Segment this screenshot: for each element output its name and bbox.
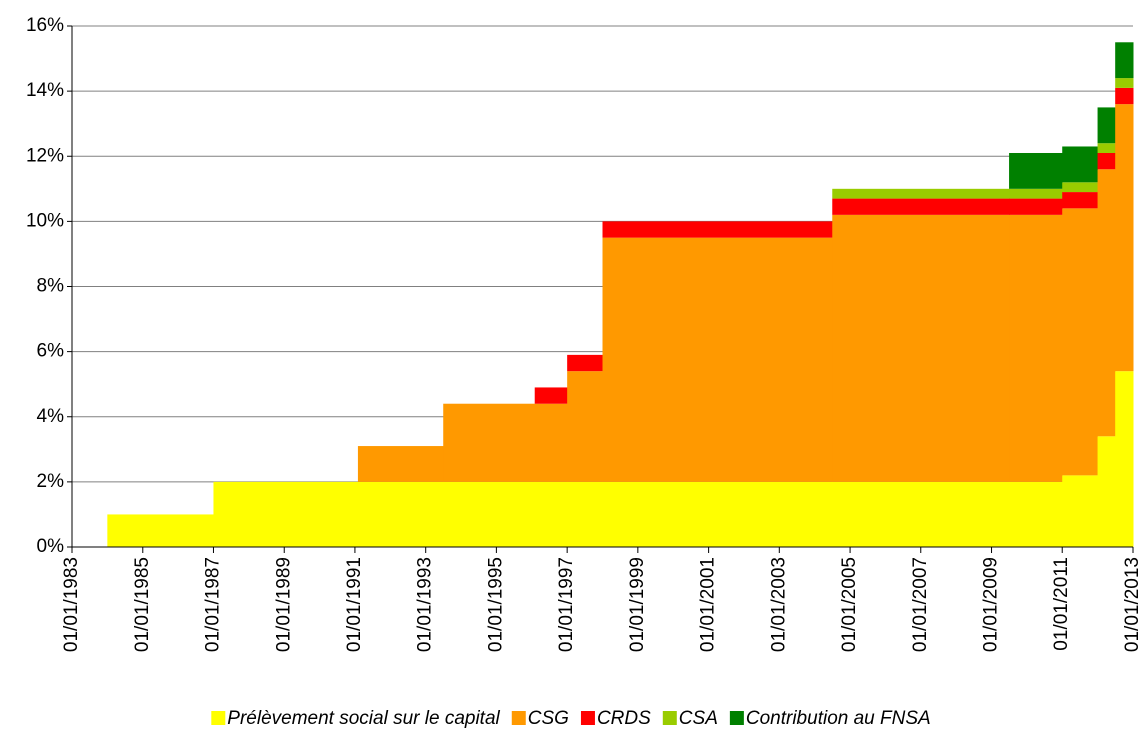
x-tick-label: 01/01/2011 bbox=[1051, 557, 1072, 651]
y-tick-label: 10% bbox=[26, 210, 64, 231]
step-segment bbox=[107, 514, 214, 547]
y-tick-label: 12% bbox=[26, 145, 64, 166]
y-tick-label: 0% bbox=[37, 536, 65, 557]
step-segment bbox=[1009, 152, 1063, 189]
step-segment bbox=[1062, 208, 1099, 476]
step-segment bbox=[1115, 78, 1134, 88]
step-segment bbox=[1009, 188, 1063, 199]
x-tick-label: 01/01/1993 bbox=[415, 557, 436, 652]
legend-swatch bbox=[662, 711, 677, 725]
x-tick-label: 01/01/2009 bbox=[981, 557, 1002, 652]
x-tick-label: 01/01/1983 bbox=[61, 557, 82, 652]
y-tick-label: 8% bbox=[37, 276, 65, 297]
step-segment bbox=[443, 403, 536, 482]
step-segment bbox=[534, 481, 568, 547]
legend-label: Prélèvement social sur le capital bbox=[227, 708, 500, 729]
step-segment bbox=[602, 481, 833, 547]
step-segment bbox=[1097, 436, 1116, 547]
step-segment bbox=[567, 481, 603, 547]
x-tick-label: 01/01/2001 bbox=[698, 557, 719, 652]
legend-label: CSA bbox=[679, 708, 718, 729]
step-segment bbox=[213, 481, 359, 547]
step-segment bbox=[1062, 475, 1099, 547]
legend-label: CRDS bbox=[597, 708, 651, 729]
step-segment bbox=[1115, 104, 1134, 372]
legend-swatch bbox=[729, 711, 744, 725]
x-tick-label: 01/01/1991 bbox=[344, 557, 365, 652]
x-tick-label: 01/01/2007 bbox=[910, 557, 931, 652]
legend-swatch bbox=[511, 711, 526, 725]
legend-label: CSG bbox=[528, 708, 569, 729]
y-tick-label: 16% bbox=[26, 15, 64, 36]
step-segment bbox=[534, 387, 568, 404]
step-segment bbox=[602, 221, 833, 238]
step-segment bbox=[1062, 182, 1099, 193]
legend-swatch bbox=[211, 711, 226, 725]
step-segment bbox=[832, 481, 1010, 547]
y-tick-label: 6% bbox=[37, 341, 65, 362]
step-segment bbox=[567, 371, 603, 482]
step-segment bbox=[1009, 481, 1063, 547]
y-tick-label: 2% bbox=[37, 471, 65, 492]
step-segment bbox=[357, 446, 444, 482]
step-segment bbox=[1115, 371, 1134, 547]
step-segment bbox=[832, 188, 1010, 199]
x-tick-label: 01/01/2013 bbox=[1122, 557, 1142, 652]
step-segment bbox=[1097, 107, 1116, 144]
x-tick-label: 01/01/1985 bbox=[132, 557, 153, 652]
step-segment bbox=[1097, 143, 1116, 153]
step-segment bbox=[1115, 42, 1134, 79]
step-segment bbox=[357, 481, 444, 547]
step-segment bbox=[1097, 169, 1116, 437]
step-segment bbox=[1062, 192, 1099, 209]
x-tick-label: 01/01/1999 bbox=[627, 557, 648, 652]
x-tick-label: 01/01/1997 bbox=[556, 557, 577, 652]
legend-swatch bbox=[580, 711, 595, 725]
step-segment bbox=[1097, 152, 1116, 170]
step-segment bbox=[1009, 198, 1063, 215]
x-tick-label: 01/01/1989 bbox=[273, 557, 294, 652]
step-segment bbox=[443, 481, 536, 547]
step-segment bbox=[567, 354, 603, 372]
step-segment bbox=[832, 214, 1010, 482]
y-tick-label: 4% bbox=[37, 406, 65, 427]
legend-label: Contribution au FNSA bbox=[746, 708, 931, 729]
x-tick-label: 01/01/1995 bbox=[485, 557, 506, 652]
x-tick-label: 01/01/2003 bbox=[768, 557, 789, 652]
y-tick-label: 14% bbox=[26, 80, 64, 101]
step-segment bbox=[602, 237, 833, 482]
step-segment bbox=[1009, 214, 1063, 482]
step-segment bbox=[1062, 146, 1099, 183]
legend: Prélèvement social sur le capital CSG CRDS… bbox=[211, 708, 931, 729]
x-tick-label: 01/01/2005 bbox=[839, 557, 860, 652]
x-tick-label: 01/01/1987 bbox=[202, 557, 223, 652]
step-segment bbox=[534, 403, 568, 482]
step-segment bbox=[1115, 87, 1134, 105]
step-segment bbox=[832, 198, 1010, 215]
